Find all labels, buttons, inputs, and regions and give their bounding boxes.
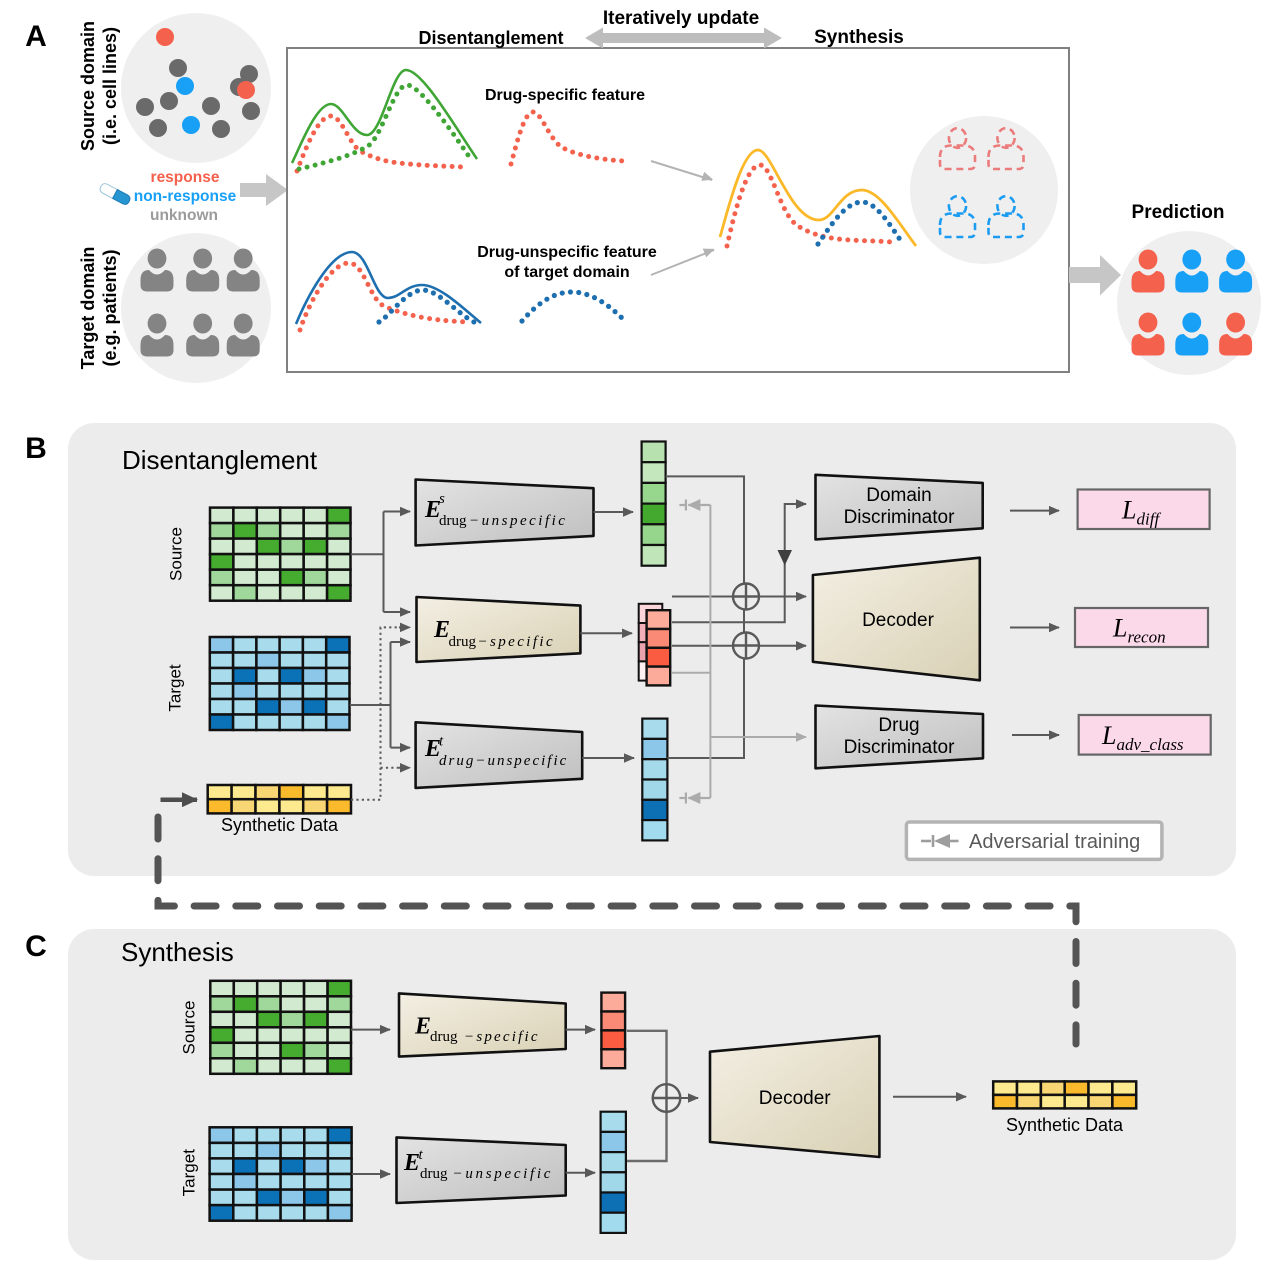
svg-text:unknown: unknown (150, 207, 218, 224)
svg-text:drug: drug (430, 1029, 458, 1045)
svg-text:t: t (419, 1147, 424, 1163)
svg-text:Source domain(i.e. cell lines): Source domain (i.e. cell lines) (78, 21, 120, 151)
svg-text:Target domain(e.g. patients): Target domain (e.g. patients) (78, 247, 120, 370)
svg-text:Target: Target (166, 664, 185, 712)
svg-text:−unspecific: −unspecific (453, 1166, 554, 1182)
svg-text:Discriminator: Discriminator (844, 507, 956, 528)
svg-text:Disentanglement: Disentanglement (418, 28, 563, 48)
svg-text:Synthetic Data: Synthetic Data (1006, 1115, 1124, 1135)
svg-text:drug−unspecific: drug−unspecific (439, 753, 568, 769)
svg-text:drug: drug (420, 1166, 448, 1182)
svg-text:Iteratively update: Iteratively update (603, 8, 759, 29)
svg-text:s: s (439, 491, 445, 507)
svg-text:E: E (424, 497, 441, 523)
svg-text:B: B (25, 432, 47, 465)
svg-text:Source: Source (167, 527, 186, 581)
svg-text:E: E (403, 1150, 420, 1176)
svg-text:C: C (25, 930, 47, 963)
svg-text:Target: Target (180, 1149, 199, 1197)
svg-text:E: E (414, 1014, 431, 1040)
svg-text:E: E (424, 736, 441, 762)
svg-text:Synthesis: Synthesis (814, 27, 904, 48)
svg-text:Disentanglement: Disentanglement (122, 445, 318, 475)
svg-text:L: L (1121, 495, 1136, 524)
svg-text:Discriminator: Discriminator (844, 737, 956, 758)
svg-text:response: response (151, 169, 220, 186)
svg-text:L: L (1101, 721, 1116, 750)
svg-text:Decoder: Decoder (862, 610, 934, 631)
svg-text:drug: drug (449, 634, 477, 650)
svg-text:drug: drug (439, 513, 467, 529)
svg-text:recon: recon (1128, 628, 1166, 647)
svg-text:Prediction: Prediction (1132, 202, 1225, 223)
svg-text:L: L (1112, 614, 1127, 643)
svg-text:A: A (25, 20, 47, 53)
svg-text:t: t (439, 734, 444, 750)
svg-text:Source: Source (180, 1001, 199, 1055)
svg-text:Drug-unspecific feature: Drug-unspecific feature (477, 244, 657, 261)
svg-text:diff: diff (1137, 509, 1162, 528)
svg-text:Adversarial training: Adversarial training (969, 831, 1140, 853)
svg-text:Drug: Drug (878, 715, 919, 736)
svg-text:Decoder: Decoder (759, 1088, 831, 1109)
svg-text:non-response: non-response (134, 188, 237, 205)
svg-text:E: E (433, 617, 450, 643)
svg-text:−unspecific: −unspecific (469, 513, 567, 529)
svg-text:−specific: −specific (478, 634, 556, 650)
svg-text:−specific: −specific (464, 1029, 540, 1045)
svg-text:Synthesis: Synthesis (121, 937, 234, 967)
svg-text:Domain: Domain (866, 485, 931, 506)
svg-text:Synthetic Data: Synthetic Data (221, 815, 339, 835)
svg-text:Drug-specific feature: Drug-specific feature (485, 87, 645, 104)
svg-text:adv_class: adv_class (1117, 735, 1184, 754)
svg-text:of target domain: of target domain (504, 264, 629, 281)
